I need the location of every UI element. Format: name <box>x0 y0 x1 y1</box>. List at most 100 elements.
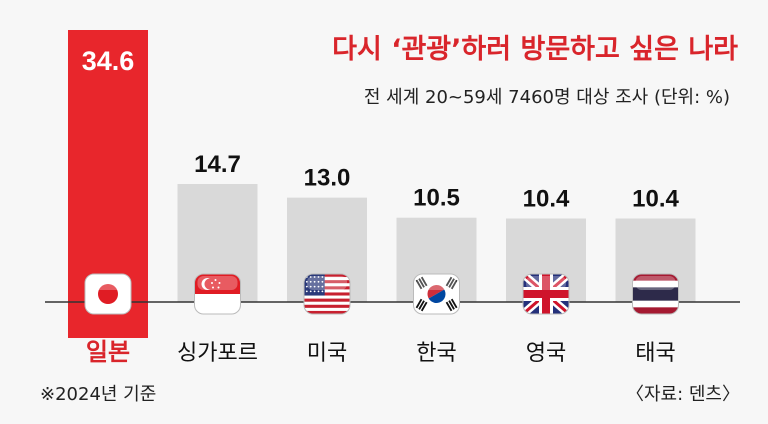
flag-gloss <box>635 276 676 290</box>
flag-star <box>317 280 320 283</box>
flag-blue <box>632 287 679 301</box>
data-label: 10.4 <box>632 186 679 213</box>
singapore-flag-icon <box>194 273 241 315</box>
flag-taeguk-blue <box>428 289 446 303</box>
flag-gloss <box>526 276 566 290</box>
flag-trigram-bar <box>415 279 423 290</box>
flag-star <box>309 276 312 278</box>
flags-layer <box>84 273 679 315</box>
flag-border <box>413 273 460 315</box>
x-tick-label: 한국 <box>416 341 456 366</box>
singapore-flag-icon-body <box>194 274 241 314</box>
flag-sun <box>98 284 118 304</box>
flag-trigram-bar <box>450 298 458 309</box>
flag-star <box>321 290 324 293</box>
flag-star <box>321 276 324 278</box>
data-label: 13.0 <box>304 165 351 192</box>
korea-flag-icon <box>413 273 460 315</box>
flag-star <box>211 282 213 284</box>
x-tick-label: 영국 <box>526 341 566 366</box>
usa-flag-icon-body <box>304 274 350 314</box>
flag-star <box>317 276 320 278</box>
flag-star <box>305 285 308 288</box>
flag-star <box>313 285 316 288</box>
flag-trigram-bar <box>420 301 428 312</box>
x-tick-label: 미국 <box>307 341 347 366</box>
flag-stripe <box>304 292 350 296</box>
flag-star <box>218 282 221 284</box>
flag-star <box>313 290 316 293</box>
data-label: 34.6 <box>82 46 135 76</box>
flag-border <box>632 273 679 315</box>
korea-flag-icon-body <box>413 274 460 314</box>
flag-stripe <box>304 286 350 290</box>
flag-stripe <box>304 295 350 299</box>
flag-trigram-bar <box>418 300 425 310</box>
flag-trigram <box>415 298 428 312</box>
data-label: 14.7 <box>194 151 241 178</box>
flag-border <box>303 273 351 315</box>
flag-gloss <box>197 276 238 290</box>
flag-stripe <box>304 298 350 302</box>
flag-stripe <box>304 280 350 284</box>
thailand-flag-icon <box>632 273 679 315</box>
flag-trigram <box>415 276 428 290</box>
flag-cross-red-v <box>542 274 550 314</box>
uk-flag-icon <box>522 273 570 315</box>
flag-star <box>313 276 316 278</box>
flag-trigram-bar <box>415 298 423 309</box>
flag-star <box>321 285 324 288</box>
flag-stripe <box>304 274 350 278</box>
flag-star <box>309 290 312 293</box>
uk-flag-icon-body <box>523 274 569 314</box>
data-label: 10.5 <box>413 185 460 212</box>
x-tick-label: 태국 <box>635 341 675 366</box>
flag-star <box>309 280 312 283</box>
thailand-flag-icon-body <box>632 274 679 314</box>
flag-stripe <box>304 310 350 314</box>
flag-trigram-bar <box>445 301 453 312</box>
flag-trigram-bar <box>418 278 425 288</box>
source-note: 〈자료: 덴츠〉 <box>626 384 740 405</box>
flag-stripe <box>304 301 350 305</box>
flag-star <box>217 286 220 289</box>
flag-star <box>309 285 312 288</box>
flag-star <box>305 280 308 283</box>
flag-white-band <box>194 294 241 314</box>
footnote: ※2024년 기준 <box>40 384 156 405</box>
flag-stripe <box>304 307 350 312</box>
flag-trigram <box>445 276 458 290</box>
flag-border <box>194 273 241 315</box>
flag-border <box>84 273 132 315</box>
flag-stripe <box>304 277 350 281</box>
japan-flag-icon <box>84 273 132 315</box>
usa-flag-icon <box>303 273 351 315</box>
flag-gloss <box>88 276 128 290</box>
flag-star <box>317 290 320 293</box>
flag-trigram-bar <box>445 276 453 287</box>
flag-stripe <box>304 283 350 287</box>
flag-trigram-bar <box>448 278 455 288</box>
flag-star <box>305 290 308 293</box>
flag-border <box>522 273 570 315</box>
flag-canton <box>304 274 325 296</box>
japan-flag-icon-body <box>85 274 131 314</box>
flag-gloss <box>307 276 347 290</box>
flag-gloss <box>416 276 457 290</box>
flag-trigram <box>445 298 458 312</box>
x-tick-label: 일본 <box>86 338 130 366</box>
flag-star <box>313 280 316 283</box>
flag-star <box>321 280 324 283</box>
flag-trigram-bar <box>450 279 458 290</box>
flag-star <box>317 285 320 288</box>
bars-layer <box>68 30 696 338</box>
x-tick-label: 싱가포르 <box>177 341 258 366</box>
labels-layer: 34.6 일본 14.7 싱가포르 13.0 미국 10.5 한국 10.4 영국 10.4 태국 <box>82 46 680 366</box>
flag-stripe <box>304 304 350 309</box>
flag-trigram-bar <box>420 276 428 287</box>
flag-stripe <box>304 289 350 293</box>
chart-subtitle: 전 세계 20~59세 7460명 대상 조사 (단위: %) <box>364 87 730 108</box>
flag-star <box>214 279 217 281</box>
